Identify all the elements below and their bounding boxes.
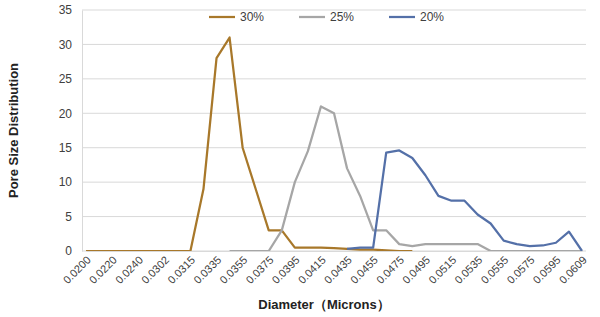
grid-line [82, 182, 586, 183]
x-tick-label: 0.0355 [217, 254, 249, 286]
x-tick: 0.0555 [478, 251, 510, 286]
y-axis-line [82, 11, 83, 252]
x-tick-label: 0.0435 [322, 254, 354, 286]
x-tick-label: 0.0515 [426, 254, 458, 286]
y-tick: 0 [65, 244, 82, 258]
x-tick-label: 0.0575 [504, 254, 536, 286]
x-tick-label: 0.0302 [139, 254, 171, 286]
grid [82, 10, 586, 251]
y-tick-label: 20 [59, 107, 73, 121]
x-tick: 0.0375 [243, 251, 275, 286]
plot-area [86, 38, 582, 251]
y-tick-label: 0 [65, 244, 72, 258]
x-tick: 0.0335 [191, 251, 223, 286]
legend-swatch [209, 16, 235, 18]
x-tick: 0.0415 [296, 251, 328, 286]
y-tick: 35 [59, 3, 82, 17]
grid-line [82, 147, 586, 148]
y-tick: 10 [59, 175, 82, 189]
y-tick: 5 [65, 210, 82, 224]
x-tick: 0.0515 [426, 251, 458, 286]
legend-swatch [299, 16, 325, 18]
x-tick: 0.0302 [139, 251, 171, 286]
x-tick-label: 0.0395 [269, 254, 301, 286]
x-tick-label: 0.0609 [557, 254, 589, 286]
legend-label: 30% [240, 10, 264, 24]
x-tick: 0.0240 [113, 251, 145, 286]
x-tick: 0.0355 [217, 251, 249, 286]
legend-label: 25% [330, 10, 354, 24]
x-tick: 0.0609 [557, 251, 589, 286]
x-axis-title: Diameter（Microns） [258, 297, 389, 312]
chart: 051015202530350.02000.02200.02400.03020.… [0, 0, 600, 317]
y-tick-label: 30 [59, 38, 73, 52]
y-axis-title: Pore Size Distribution [6, 63, 21, 198]
y-tick-label: 5 [65, 210, 72, 224]
x-axis: 0.02000.02200.02400.03020.03150.03350.03… [61, 251, 589, 286]
grid-line [82, 216, 586, 217]
x-tick: 0.0455 [348, 251, 380, 286]
y-tick-label: 15 [59, 141, 73, 155]
x-tick: 0.0220 [87, 251, 119, 286]
x-tick: 0.0200 [61, 251, 93, 286]
x-tick-label: 0.0240 [113, 254, 145, 286]
y-axis: 0 5 10 15 20 25 30 35 [59, 3, 83, 258]
series-line [347, 150, 582, 251]
legend: 30% 25% 20% [209, 10, 444, 24]
y-tick: 30 [59, 38, 82, 52]
grid-line [82, 44, 586, 45]
x-tick: 0.0595 [531, 251, 563, 286]
x-tick-label: 0.0555 [478, 254, 510, 286]
x-tick: 0.0475 [374, 251, 406, 286]
x-tick: 0.0435 [322, 251, 354, 286]
x-axis-line [87, 251, 583, 252]
y-tick-label: 35 [59, 3, 73, 17]
x-tick-label: 0.0220 [87, 254, 119, 286]
series-line [86, 38, 412, 251]
x-tick: 0.0535 [452, 251, 484, 286]
x-tick-label: 0.0375 [243, 254, 275, 286]
legend-label: 20% [420, 10, 444, 24]
x-tick-label: 0.0455 [348, 254, 380, 286]
y-tick-label: 25 [59, 72, 73, 86]
y-tick: 25 [59, 72, 82, 86]
series-line [230, 106, 582, 251]
grid-line [82, 78, 586, 79]
legend-swatch [389, 16, 415, 18]
x-tick: 0.0495 [400, 251, 432, 286]
x-tick: 0.0575 [504, 251, 536, 286]
x-tick: 0.0315 [165, 251, 197, 286]
y-tick: 20 [59, 107, 82, 121]
x-tick-label: 0.0595 [531, 254, 563, 286]
x-tick-label: 0.0415 [296, 254, 328, 286]
x-tick-label: 0.0315 [165, 254, 197, 286]
x-tick-label: 0.0475 [374, 254, 406, 286]
x-tick: 0.0395 [269, 251, 301, 286]
x-tick-label: 0.0335 [191, 254, 223, 286]
x-tick-label: 0.0200 [61, 254, 93, 286]
x-tick-label: 0.0495 [400, 254, 432, 286]
y-tick-label: 10 [59, 175, 73, 189]
x-tick-label: 0.0535 [452, 254, 484, 286]
y-tick: 15 [59, 141, 82, 155]
